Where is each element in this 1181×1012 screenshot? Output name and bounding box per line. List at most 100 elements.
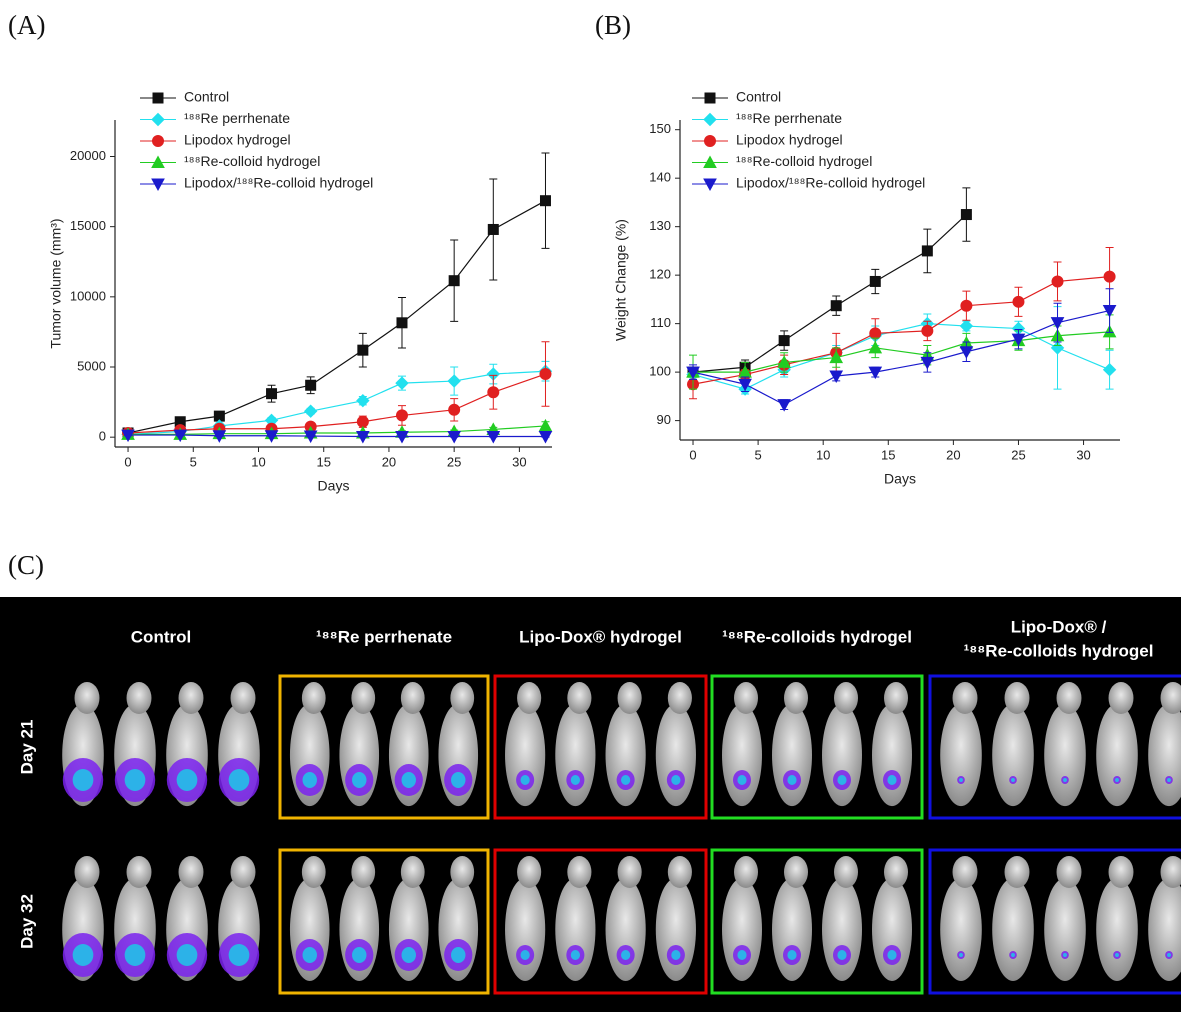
marker xyxy=(777,355,791,368)
series-line xyxy=(128,425,546,435)
y-tick-label: 150 xyxy=(649,121,671,136)
mouse-head xyxy=(567,856,592,888)
mouse-head xyxy=(351,856,376,888)
mouse-body xyxy=(1044,878,1086,981)
marker xyxy=(1050,317,1065,330)
legend-marker xyxy=(703,155,717,168)
mouse-head xyxy=(834,856,858,888)
y-tick-label: 20000 xyxy=(70,148,106,163)
marker xyxy=(487,223,499,235)
mouse-body xyxy=(940,878,982,981)
mouse-body xyxy=(992,703,1034,807)
signal-core xyxy=(570,950,580,960)
signal-core xyxy=(124,769,146,791)
marker xyxy=(395,430,409,444)
mouse-body xyxy=(772,703,812,807)
signal-core xyxy=(401,772,416,788)
signal-core xyxy=(451,947,466,963)
series-line xyxy=(692,276,1110,385)
group-border xyxy=(710,674,924,820)
mouse-body xyxy=(655,703,696,807)
legend-label: Control xyxy=(736,89,781,105)
marker xyxy=(539,195,551,207)
marker xyxy=(357,344,369,356)
mouse-body xyxy=(1096,878,1138,981)
marker xyxy=(395,376,409,390)
row-label: Day 32 xyxy=(17,894,36,949)
signal-core xyxy=(1167,778,1171,782)
legend-marker xyxy=(151,112,165,127)
marker xyxy=(1102,305,1117,318)
marker xyxy=(447,374,461,388)
mouse-head xyxy=(74,682,100,714)
mouse-head xyxy=(178,856,204,888)
y-tick-label: 5000 xyxy=(77,358,106,373)
group-border xyxy=(710,848,924,995)
signal-core xyxy=(228,944,250,966)
marker xyxy=(356,415,369,428)
signal-core xyxy=(520,950,530,960)
mouse-head xyxy=(1004,856,1030,888)
legend-label: ¹⁸⁸Re-colloid hydrogel xyxy=(184,153,320,169)
marker xyxy=(959,319,974,333)
marker xyxy=(538,430,553,444)
marker xyxy=(777,399,791,412)
marker xyxy=(395,409,408,422)
signal-core xyxy=(176,769,198,791)
mouse-head xyxy=(230,856,256,888)
marker xyxy=(829,370,844,384)
marker xyxy=(303,404,318,418)
marker xyxy=(173,429,188,443)
mouse-body xyxy=(505,703,546,807)
mouse-body xyxy=(655,878,696,981)
mouse-head xyxy=(1108,856,1134,888)
group-border xyxy=(493,674,708,820)
row-label: Day 21 xyxy=(17,720,36,775)
mouse-head xyxy=(884,856,908,888)
marker xyxy=(868,366,883,380)
panel-label: (C) xyxy=(8,550,44,580)
marker xyxy=(869,327,882,340)
y-tick-label: 140 xyxy=(649,170,671,185)
mouse-body xyxy=(822,878,862,981)
mouse-body xyxy=(555,878,596,981)
signal-core xyxy=(1115,778,1119,782)
x-tick-label: 25 xyxy=(447,454,461,469)
series-line xyxy=(692,214,967,373)
mouse-head xyxy=(734,856,758,888)
signal-core xyxy=(1115,953,1119,957)
y-axis-label: Weight Change (%) xyxy=(613,219,629,341)
legend-marker xyxy=(151,155,165,168)
mouse-head xyxy=(450,682,475,714)
marker xyxy=(868,340,883,354)
marker xyxy=(212,430,227,443)
mouse-head xyxy=(351,682,376,714)
column-header: ¹⁸⁸Re-colloids hydrogel xyxy=(964,641,1154,660)
signal-core xyxy=(302,947,317,963)
marker xyxy=(869,275,881,287)
signal-core xyxy=(959,778,963,782)
legend-label: Lipodox/¹⁸⁸Re-colloid hydrogel xyxy=(736,175,925,191)
marker xyxy=(538,418,553,432)
legend-marker xyxy=(151,178,165,192)
mouse-head xyxy=(1160,682,1181,714)
mouse-head xyxy=(834,682,858,714)
marker xyxy=(1012,295,1025,308)
marker xyxy=(396,317,408,329)
marker xyxy=(960,299,973,312)
signal-core xyxy=(671,950,681,960)
legend-marker xyxy=(703,112,717,127)
mouse-image xyxy=(289,856,479,981)
y-tick-label: 15000 xyxy=(70,218,106,233)
mouse-head xyxy=(667,856,692,888)
mouse-head xyxy=(567,682,592,714)
y-axis-label: Tumor volume (mm³) xyxy=(48,218,64,348)
signal-core xyxy=(737,775,747,785)
mouse-head xyxy=(734,682,758,714)
signal-core xyxy=(72,944,94,966)
marker xyxy=(921,245,933,257)
mouse-head xyxy=(400,856,425,888)
marker xyxy=(266,388,278,400)
mouse-image xyxy=(722,682,912,807)
y-tick-label: 100 xyxy=(649,364,671,379)
